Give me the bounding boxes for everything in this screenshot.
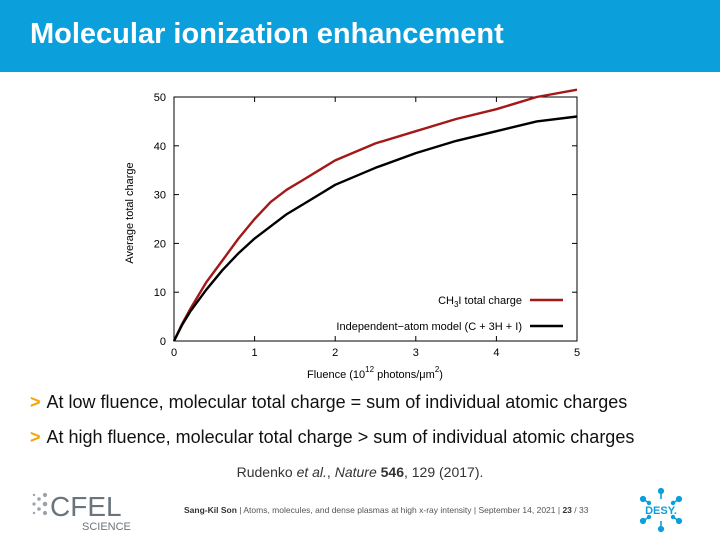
y-tick-label-2: 20 xyxy=(154,238,166,250)
citation-journal: Nature xyxy=(334,464,377,480)
y-tick-label-4: 40 xyxy=(154,141,166,153)
footer-total: / 33 xyxy=(571,505,589,515)
citation-authors: Rudenko xyxy=(236,464,297,480)
footer-text: | Atoms, molecules, and dense plasmas at… xyxy=(236,505,563,515)
citation-volume: 546 xyxy=(380,464,404,480)
legend: CH3I total charge Independent−atom model… xyxy=(336,295,563,333)
bullet-low-fluence: > At low fluence, molecular total charge … xyxy=(30,392,627,413)
desy-logo-ring xyxy=(639,487,683,533)
citation-etal: et al. xyxy=(296,464,327,480)
x-axis-label-sup: 12 xyxy=(365,365,374,374)
y-axis-label: Average total charge xyxy=(124,162,136,263)
series-lines xyxy=(172,88,578,342)
x-tick-label-4: 4 xyxy=(493,347,499,359)
legend-label-0: CH3I total charge xyxy=(438,295,522,309)
citation-sep: , xyxy=(326,464,335,480)
cfel-logo-text: CFEL xyxy=(50,491,122,522)
series-line-0 xyxy=(172,88,578,342)
plot-frame xyxy=(173,96,578,342)
title-bar xyxy=(0,0,720,72)
bullet-marker: > xyxy=(30,427,41,447)
legend-label-0-pre: CH xyxy=(438,295,454,307)
x-axis-label-post: photons/μm xyxy=(374,369,435,381)
x-tick-label-1: 1 xyxy=(252,347,258,359)
desy-logo: DESY. xyxy=(639,487,683,533)
footer: Sang-Kil Son | Atoms, molecules, and den… xyxy=(184,505,588,515)
y-tick-label-1: 10 xyxy=(154,287,166,299)
x-tick-label-3: 3 xyxy=(413,347,419,359)
footer-page: 23 xyxy=(562,505,572,515)
x-tick-label-5: 5 xyxy=(574,347,580,359)
axis-ticks xyxy=(173,96,578,342)
legend-label-0-post: I total charge xyxy=(458,295,522,307)
x-tick-label-2: 2 xyxy=(332,347,338,359)
cfel-logo: CFEL SCIENCE xyxy=(32,491,131,533)
desy-logo-text: DESY. xyxy=(645,505,677,517)
x-axis-label-end: ) xyxy=(439,369,443,381)
x-axis-label-pre: Fluence (10 xyxy=(307,369,365,381)
citation: Rudenko et al., Nature 546, 129 (2017). xyxy=(0,464,720,480)
legend-label-1: Independent−atom model (C + 3H + I) xyxy=(336,321,522,333)
footer-author: Sang-Kil Son xyxy=(184,505,237,515)
x-axis-label-sup2: 2 xyxy=(435,365,440,374)
cfel-logo-subtext: SCIENCE xyxy=(82,521,131,533)
slide-title: Molecular ionization enhancement xyxy=(30,18,504,50)
bullet-high-fluence: > At high fluence, molecular total charge… xyxy=(30,427,634,448)
y-tick-label-0: 0 xyxy=(160,336,166,348)
cfel-logo-dots xyxy=(32,492,48,516)
x-axis-label: Fluence (1012 photons/μm2) xyxy=(307,365,443,381)
bullet-text: At high fluence, molecular total charge … xyxy=(46,427,635,447)
x-tick-label-0: 0 xyxy=(171,347,177,359)
bullet-text: At low fluence, molecular total charge =… xyxy=(46,392,628,412)
y-tick-label-5: 50 xyxy=(154,92,166,104)
citation-rest: , 129 (2017). xyxy=(403,464,484,480)
bullet-marker: > xyxy=(30,392,41,412)
series-line-1 xyxy=(172,115,578,342)
y-tick-label-3: 30 xyxy=(154,190,166,202)
legend-label-0-sub: 3 xyxy=(454,300,459,309)
legend-label-1-text: Independent−atom model (C + 3H + I) xyxy=(336,321,522,333)
